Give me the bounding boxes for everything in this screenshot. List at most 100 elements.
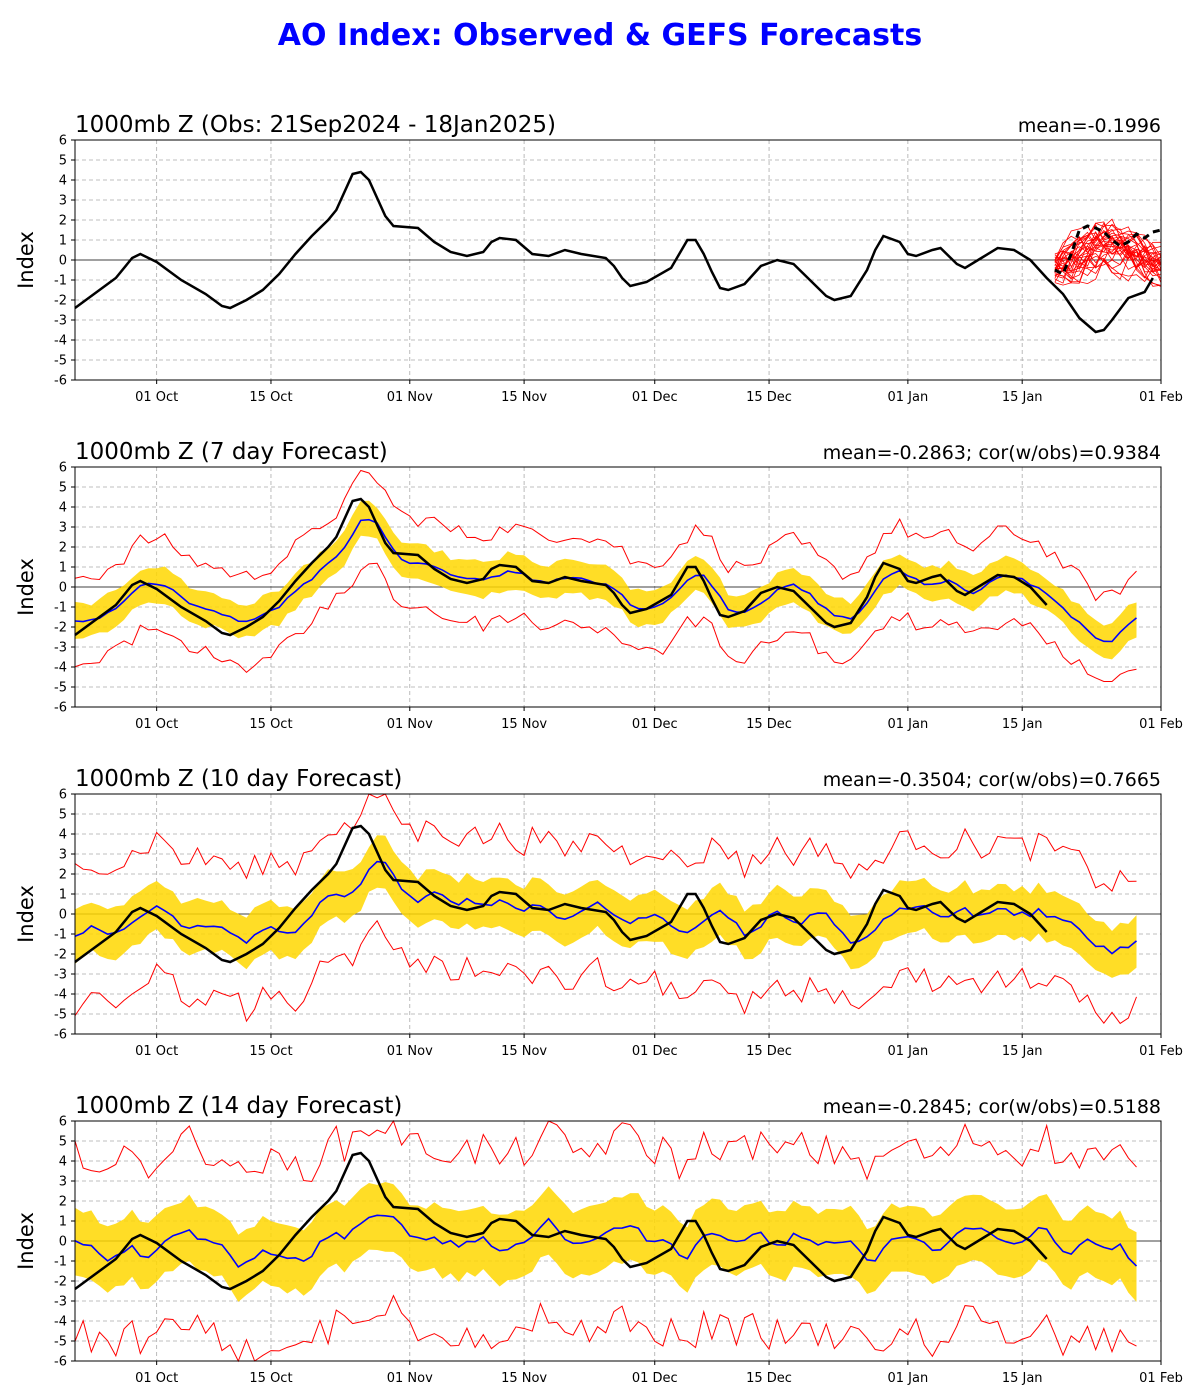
- max-line: [74, 793, 1137, 892]
- x-tick-label: 15 Dec: [746, 1371, 792, 1386]
- ensemble-mean-line: [74, 860, 1138, 955]
- x-tick-label: 15 Nov: [501, 1044, 547, 1059]
- spread-band: [75, 1181, 1137, 1302]
- x-tick-label: 15 Oct: [249, 1371, 292, 1386]
- x-tick-label: 15 Oct: [249, 717, 292, 732]
- y-tick-label: 5: [59, 808, 67, 823]
- x-tick-label: 01 Jan: [888, 390, 929, 405]
- y-tick-label: -5: [54, 681, 67, 696]
- y-tick-label: -6: [54, 374, 67, 389]
- max-line: [74, 1119, 1137, 1183]
- y-tick-label: -2: [54, 621, 67, 636]
- y-axis-label: Index: [14, 231, 38, 289]
- y-tick-label: 2: [59, 214, 67, 229]
- y-tick-label: -4: [54, 334, 67, 349]
- y-axis-label: Index: [14, 558, 38, 616]
- y-tick-label: 4: [59, 501, 67, 516]
- y-tick-label: 3: [59, 194, 67, 209]
- x-tick-label: 01 Nov: [387, 1371, 433, 1386]
- y-tick-label: -4: [54, 1315, 67, 1330]
- x-tick-label: 15 Nov: [501, 390, 547, 405]
- x-tick-label: 01 Feb: [1139, 1044, 1183, 1059]
- min-line: [74, 1294, 1137, 1363]
- ensemble-member-line: [1054, 242, 1162, 270]
- x-tick-label: 01 Dec: [632, 1044, 678, 1059]
- ensemble-member-line: [1054, 253, 1162, 282]
- y-tick-label: -6: [54, 701, 67, 716]
- chart-panel-4: 1000mb Z (14 day Forecast) mean=-0.2845; …: [14, 1093, 1183, 1386]
- x-tick-label: 01 Jan: [888, 1044, 929, 1059]
- y-tick-label: 5: [59, 1135, 67, 1150]
- chart-panel-3: 1000mb Z (10 day Forecast) mean=-0.3504; …: [14, 766, 1183, 1059]
- y-tick-label: -2: [54, 948, 67, 963]
- y-tick-label: -5: [54, 1335, 67, 1350]
- y-tick-label: 2: [59, 1195, 67, 1210]
- y-tick-label: 4: [59, 174, 67, 189]
- panel-title: 1000mb Z (14 day Forecast): [75, 1093, 402, 1119]
- y-tick-label: 0: [59, 581, 67, 596]
- x-tick-label: 15 Jan: [1002, 717, 1043, 732]
- x-tick-label: 01 Jan: [888, 717, 929, 732]
- panel-title: 1000mb Z (Obs: 21Sep2024 - 18Jan2025): [75, 112, 556, 138]
- y-tick-label: 3: [59, 848, 67, 863]
- x-tick-label: 01 Feb: [1139, 1371, 1183, 1386]
- y-tick-label: 5: [59, 481, 67, 496]
- ensemble-member-line: [1054, 236, 1162, 283]
- x-tick-label: 01 Dec: [632, 717, 678, 732]
- ensemble-member-line: [1054, 218, 1162, 283]
- y-tick-label: 0: [59, 254, 67, 269]
- y-axis-label: Index: [14, 885, 38, 943]
- observed-line: [74, 170, 1154, 334]
- x-tick-label: 15 Dec: [746, 390, 792, 405]
- observed-line: [74, 497, 1048, 637]
- y-tick-label: 1: [59, 888, 67, 903]
- panel-stat: mean=-0.1996: [1018, 115, 1161, 137]
- y-tick-label: 6: [59, 134, 67, 149]
- x-tick-label: 15 Dec: [746, 717, 792, 732]
- ensemble-mean-line: [1054, 224, 1162, 277]
- ensemble-member-line: [1054, 234, 1162, 277]
- chart-panel-1: 1000mb Z (Obs: 21Sep2024 - 18Jan2025) mea…: [14, 112, 1183, 405]
- y-tick-label: 6: [59, 461, 67, 476]
- x-tick-label: 15 Jan: [1002, 1044, 1043, 1059]
- y-axis-label: Index: [14, 1212, 38, 1270]
- x-tick-label: 01 Oct: [135, 1044, 178, 1059]
- ensemble-member-line: [1054, 233, 1162, 284]
- plot-frame: [74, 793, 1162, 1035]
- x-tick-label: 01 Nov: [387, 717, 433, 732]
- y-tick-label: -6: [54, 1028, 67, 1043]
- y-tick-label: -3: [54, 968, 67, 983]
- x-tick-label: 01 Dec: [632, 1371, 678, 1386]
- x-tick-label: 15 Jan: [1002, 1371, 1043, 1386]
- x-tick-label: 01 Nov: [387, 1044, 433, 1059]
- y-tick-label: 6: [59, 788, 67, 803]
- observed-line: [74, 1151, 1048, 1291]
- spread-band: [75, 500, 1137, 660]
- y-tick-label: 2: [59, 541, 67, 556]
- x-tick-label: 15 Nov: [501, 1371, 547, 1386]
- observed-line: [74, 824, 1048, 964]
- min-line: [74, 919, 1137, 1025]
- y-tick-label: -4: [54, 988, 67, 1003]
- y-tick-label: -3: [54, 1295, 67, 1310]
- spread-band: [75, 835, 1137, 978]
- y-tick-label: 4: [59, 1155, 67, 1170]
- y-tick-label: -2: [54, 294, 67, 309]
- x-tick-label: 15 Nov: [501, 717, 547, 732]
- min-line: [74, 562, 1137, 682]
- y-tick-label: 2: [59, 868, 67, 883]
- ensemble-mean-line: [74, 1214, 1138, 1269]
- plot-frame: [74, 466, 1162, 708]
- plot-frame: [74, 139, 1162, 381]
- y-tick-label: 5: [59, 154, 67, 169]
- ensemble-member-line: [1054, 237, 1162, 287]
- x-tick-label: 15 Oct: [249, 1044, 292, 1059]
- y-tick-label: 6: [59, 1115, 67, 1130]
- x-tick-label: 01 Oct: [135, 1371, 178, 1386]
- y-tick-label: 0: [59, 1235, 67, 1250]
- x-tick-label: 01 Oct: [135, 390, 178, 405]
- x-tick-label: 01 Dec: [632, 390, 678, 405]
- x-tick-label: 01 Feb: [1139, 717, 1183, 732]
- y-tick-label: -4: [54, 661, 67, 676]
